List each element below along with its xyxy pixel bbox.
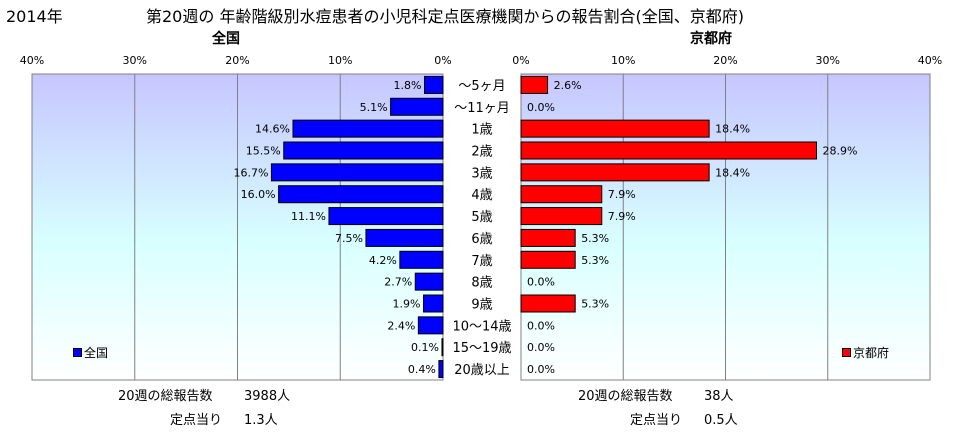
x-tick-label-kyoto: 30%: [816, 54, 840, 67]
bar-kyoto: [520, 119, 710, 138]
data-label-national: 7.5%: [335, 232, 363, 245]
bar-national: [438, 360, 444, 379]
kyoto-total-label: 20週の総報告数: [578, 389, 673, 404]
category-label: ～11ヶ月: [454, 101, 510, 116]
data-label-kyoto: 5.3%: [581, 232, 609, 245]
x-tick-label-kyoto: 20%: [713, 54, 737, 67]
category-label: 4歳: [471, 188, 492, 203]
bar-national: [283, 141, 444, 160]
national-total-label: 20週の総報告数: [118, 389, 213, 404]
bar-kyoto: [520, 75, 549, 94]
data-label-kyoto: 0.0%: [527, 363, 555, 376]
chart-year: 2014年: [6, 7, 63, 26]
data-label-national: 0.1%: [411, 341, 439, 354]
bar-kyoto: [520, 141, 818, 160]
bar-national: [328, 207, 444, 226]
bar-kyoto: [520, 185, 603, 204]
bar-national: [441, 338, 444, 357]
national-per-label: 定点当り: [170, 413, 223, 428]
data-label-kyoto: 0.0%: [527, 276, 555, 289]
category-label: 9歳: [471, 298, 492, 313]
data-label-kyoto: 7.9%: [608, 188, 636, 201]
category-label: 8歳: [471, 276, 492, 291]
data-label-kyoto: 7.9%: [608, 210, 636, 223]
data-label-national: 16.0%: [241, 188, 276, 201]
kyoto-per-label: 定点当り: [630, 413, 683, 428]
bar-national: [365, 228, 444, 247]
category-label: 2歳: [471, 145, 492, 160]
x-tick-label-national: 30%: [123, 54, 147, 67]
data-label-national: 2.4%: [387, 319, 415, 332]
bar-national: [278, 185, 444, 204]
x-tick-label-national: 0%: [434, 54, 451, 67]
bar-kyoto: [520, 207, 603, 226]
bar-kyoto: [520, 163, 710, 182]
data-label-kyoto: 0.0%: [527, 341, 555, 354]
data-label-national: 14.6%: [255, 123, 290, 136]
data-label-national: 0.4%: [408, 363, 436, 376]
x-tick-label-national: 20%: [225, 54, 249, 67]
category-label: 7歳: [471, 254, 492, 269]
legend-label-national: 全国: [84, 346, 109, 360]
category-label: 15～19歳: [452, 341, 511, 356]
x-tick-label-national: 10%: [328, 54, 352, 67]
category-label: 6歳: [471, 232, 492, 247]
panel-title-national: 全国: [212, 31, 240, 47]
data-label-national: 4.2%: [369, 254, 397, 267]
bar-national: [414, 272, 444, 291]
data-label-kyoto: 18.4%: [715, 123, 750, 136]
data-label-kyoto: 18.4%: [715, 166, 750, 179]
data-label-national: 1.9%: [393, 298, 421, 311]
data-label-kyoto: 0.0%: [527, 319, 555, 332]
data-label-kyoto: 28.9%: [823, 145, 858, 158]
legend-national: 全国: [73, 344, 108, 361]
data-label-national: 5.1%: [360, 101, 388, 114]
legend-kyoto: 京都府: [842, 344, 889, 361]
data-label-national: 15.5%: [246, 145, 281, 158]
legend-swatch-kyoto: [842, 348, 851, 357]
bar-national: [399, 250, 444, 269]
category-label: 20歳以上: [454, 363, 510, 378]
legend-swatch-national: [73, 348, 82, 357]
x-tick-label-kyoto: 0%: [512, 54, 529, 67]
kyoto-total-value: 38人: [704, 389, 734, 404]
category-label: 5歳: [471, 210, 492, 225]
bar-kyoto: [520, 228, 576, 247]
data-label-national: 16.7%: [233, 166, 268, 179]
data-label-kyoto: 5.3%: [581, 254, 609, 267]
category-label: 10～14歳: [452, 319, 511, 334]
bar-national: [292, 119, 444, 138]
legend-label-kyoto: 京都府: [853, 346, 890, 360]
national-total-value: 3988人: [244, 389, 291, 404]
bar-kyoto: [520, 294, 576, 313]
bar-national: [390, 97, 444, 116]
data-label-kyoto: 2.6%: [554, 79, 582, 92]
category-label: 3歳: [471, 166, 492, 181]
data-label-national: 1.8%: [394, 79, 422, 92]
data-label-kyoto: 5.3%: [581, 298, 609, 311]
bar-national: [424, 75, 444, 94]
kyoto-per-value: 0.5人: [704, 413, 738, 428]
panel-title-kyoto: 京都府: [690, 31, 732, 47]
chart-title: 第20週の 年齢階級別水痘患者の小児科定点医療機関からの報告割合(全国、京都府): [146, 7, 744, 26]
category-label: ～5ヶ月: [458, 79, 505, 94]
x-tick-label-kyoto: 10%: [611, 54, 635, 67]
bar-kyoto: [520, 250, 576, 269]
data-label-national: 11.1%: [291, 210, 326, 223]
x-tick-label-national: 40%: [20, 54, 44, 67]
national-per-value: 1.3人: [244, 413, 278, 428]
data-label-kyoto: 0.0%: [527, 101, 555, 114]
bar-national: [422, 294, 444, 313]
bar-national: [417, 316, 444, 335]
category-label: 1歳: [471, 123, 492, 138]
data-label-national: 2.7%: [384, 276, 412, 289]
bar-national: [270, 163, 444, 182]
x-tick-label-kyoto: 40%: [918, 54, 942, 67]
